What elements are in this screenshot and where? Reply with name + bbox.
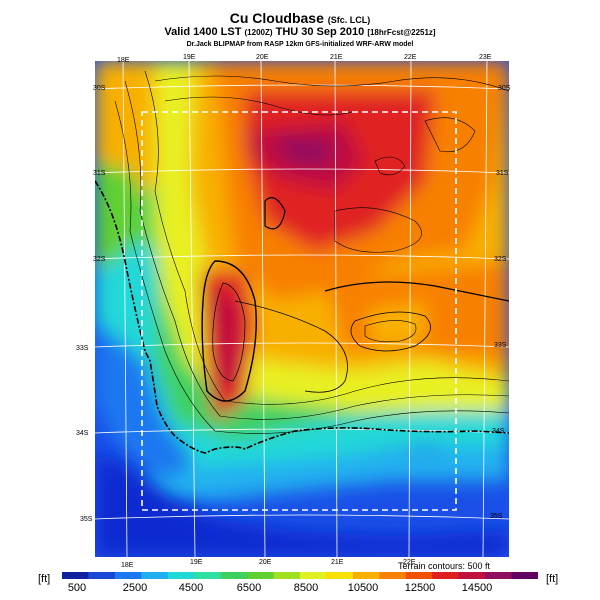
lat-label: 33S	[76, 345, 89, 352]
colorbar-unit-right: [ft]	[546, 573, 559, 585]
lat-label: 35S	[80, 516, 93, 523]
colorbar-swatch	[194, 572, 222, 579]
colorbar-swatch	[88, 572, 116, 579]
lat-label: 34S	[492, 428, 505, 435]
lon-label: 21E	[330, 54, 343, 61]
lon-label: 20E	[256, 54, 269, 61]
lon-label: 22E	[404, 54, 417, 61]
lat-label: 31S	[496, 170, 509, 177]
colorbar-swatch	[167, 572, 195, 579]
colorbar-swatch	[405, 572, 433, 579]
colorbar-swatch	[379, 572, 407, 579]
lat-label: 35S	[490, 513, 503, 520]
colorbar-tick-label: 14500	[461, 582, 493, 594]
valid-utc: (1200Z)	[244, 28, 273, 37]
cloudbase-map	[95, 61, 509, 557]
lat-label: 34S	[76, 430, 89, 437]
domain-box	[141, 111, 457, 511]
colorbar-tick-label: 2500	[122, 582, 148, 594]
valid-label: Valid 1400 LST	[164, 26, 242, 38]
colorbar-swatch	[247, 572, 275, 579]
lat-label: 30S	[498, 85, 511, 92]
colorbar-swatch	[273, 572, 301, 579]
terrain-contour-note: Terrain contours: 500 ft	[398, 561, 491, 571]
lon-label: 19E	[190, 559, 203, 566]
colorbar-tick-label: 4500	[178, 582, 204, 594]
colorbar-swatch	[62, 572, 89, 579]
lon-label: 18E	[121, 562, 134, 569]
lat-label: 32S	[93, 256, 106, 263]
colorbar-swatch	[300, 572, 327, 579]
colorbar-tick-label: 12500	[404, 582, 436, 594]
lon-label: 23E	[479, 54, 492, 61]
colorbar-tick-label: 500	[67, 582, 87, 594]
map-title-suffix: (Sfc. LCL)	[327, 15, 371, 25]
map-title-main: Cu Cloudbase	[229, 10, 324, 26]
colorbar-swatch	[114, 572, 142, 579]
colorbar-swatch	[432, 572, 460, 579]
valid-date: THU 30 Sep 2010	[275, 26, 365, 38]
map-title: Cu Cloudbase (Sfc. LCL)	[0, 10, 600, 26]
colorbar-swatch	[220, 572, 248, 579]
lon-label: 19E	[183, 54, 196, 61]
model-credit: Dr.Jack BLIPMAP from RASP 12km GFS-initi…	[186, 41, 414, 48]
colorbar-tick-label: 10500	[347, 582, 379, 594]
coastline	[95, 180, 509, 454]
lat-label: 32S	[494, 256, 507, 263]
lon-label: 18E	[117, 57, 130, 64]
lon-label: 22E	[403, 559, 416, 566]
lon-label: 20E	[259, 559, 272, 566]
colorbar-swatch	[485, 572, 513, 579]
colorbar-tick-label: 6500	[236, 582, 262, 594]
valid-time: Valid 1400 LST (1200Z) THU 30 Sep 2010 […	[0, 26, 600, 38]
forecast-label: [18hrFcst@2251z]	[367, 28, 436, 37]
colorbar-swatch	[326, 572, 354, 579]
lon-label: 21E	[331, 559, 344, 566]
lat-label: 30S	[93, 85, 106, 92]
lat-label: 33S	[494, 342, 507, 349]
lat-label: 31S	[93, 170, 106, 177]
colorbar	[62, 572, 538, 579]
terrain-contours	[114, 70, 509, 434]
colorbar-swatch	[141, 572, 169, 579]
colorbar-unit-left: [ft]	[38, 573, 51, 585]
colorbar-swatch	[352, 572, 380, 579]
lat-lon-grid	[95, 61, 509, 557]
colorbar-swatch	[458, 572, 486, 579]
colorbar-tick-label: 8500	[293, 582, 319, 594]
colorbar-swatch	[511, 572, 538, 579]
